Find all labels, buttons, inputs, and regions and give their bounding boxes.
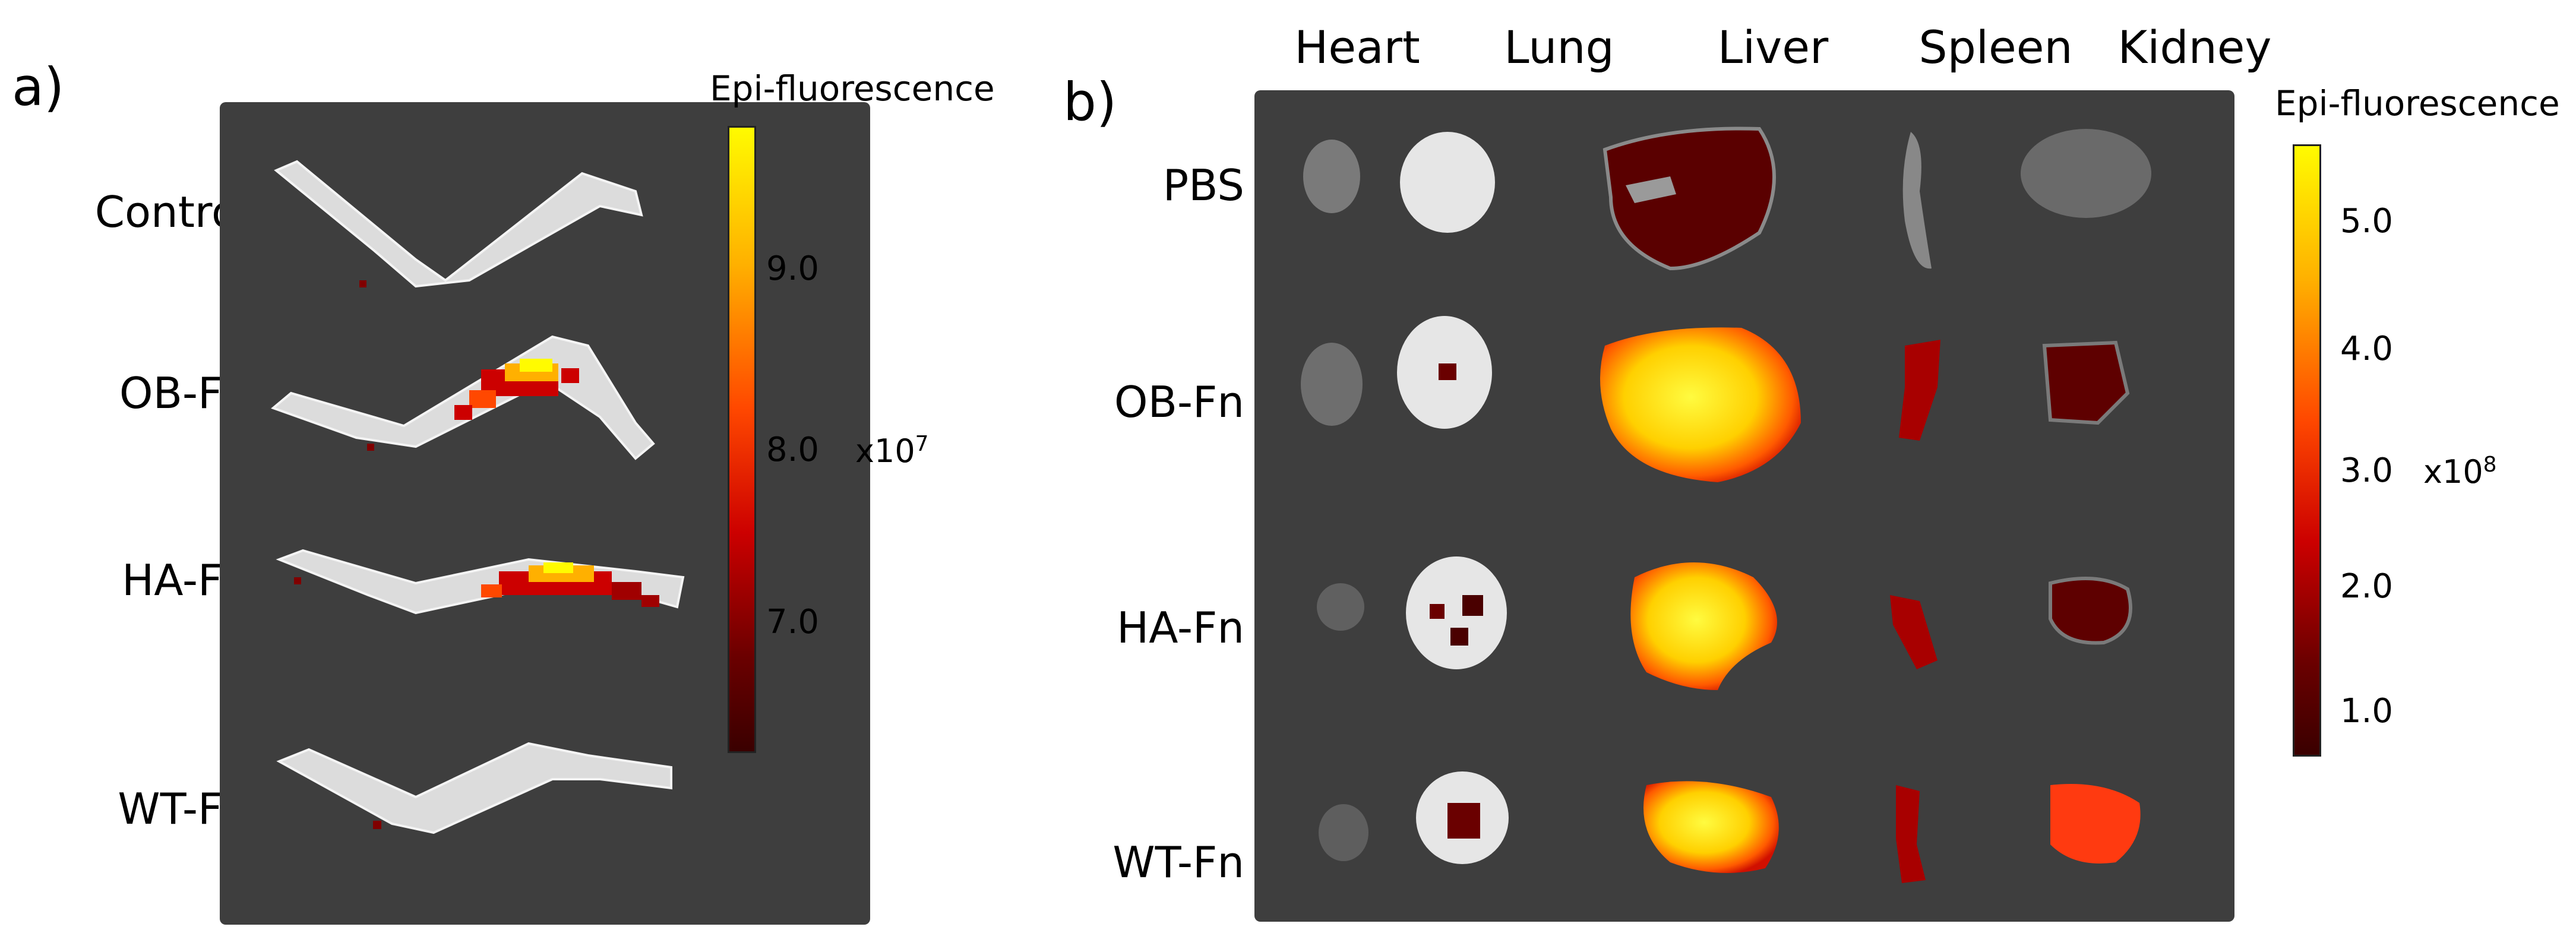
organ-row-ob-fn	[1301, 316, 2130, 482]
panel-a-colorbar-tick-7: 7.0	[766, 603, 820, 641]
panel-a-row-label-ha-fn: HA-Fn	[122, 555, 249, 605]
panel-a-fluorescence-image	[220, 102, 870, 925]
panel-b-fluorescence-image	[1254, 90, 2234, 922]
panel-a-row-label-wt-fn: WT-Fn	[118, 784, 249, 834]
panel-b-letter: b)	[1063, 71, 1117, 132]
panel-b-column-label-spleen: Spleen	[1918, 21, 2073, 74]
panel-a-row-label-ob-fn: OB-Fn	[119, 368, 249, 418]
bone-specimen-ha-fn	[276, 549, 685, 615]
panel-b-row-label-ob-fn: OB-Fn	[1114, 377, 1244, 427]
panel-a-colorbar-tick-8: 8.0	[766, 431, 820, 469]
panel-a-colorbar	[728, 126, 756, 753]
panel-b-row-label-ha-fn: HA-Fn	[1117, 603, 1244, 653]
panel-b-colorbar-tick-1: 1.0	[2340, 692, 2394, 730]
panel-b-colorbar-title: Epi-fluorescence	[2275, 83, 2560, 124]
panel-b-row-label-pbs: PBS	[1162, 160, 1244, 210]
panel-b-row-label-wt-fn: WT-Fn	[1112, 837, 1244, 887]
panel-a-colorbar-title: Epi-fluorescence	[710, 68, 995, 109]
panel-b-colorbar-tick-2: 2.0	[2340, 567, 2394, 606]
organ-row-wt-fn	[1319, 771, 2141, 883]
panel-a-row-label-control: Control	[94, 187, 249, 237]
panel-b-colorbar-tick-3: 3.0	[2340, 451, 2394, 490]
panel-a-letter: a)	[12, 56, 65, 118]
organ-row-ha-fn	[1317, 556, 2132, 690]
panel-b-colorbar-tick-5: 5.0	[2340, 202, 2394, 241]
panel-b-column-label-heart: Heart	[1294, 21, 1420, 74]
panel-b-column-label-lung: Lung	[1504, 21, 1614, 74]
panel-a-colorbar-tick-9: 9.0	[766, 249, 820, 288]
panel-b-colorbar-unit: x108	[2423, 453, 2497, 491]
panel-b-column-label-kidney: Kidney	[2117, 21, 2272, 74]
bone-specimen-ob-fn	[271, 335, 655, 460]
bone-specimen-control	[274, 160, 643, 288]
fluorescence-signal-ha-fn	[481, 562, 659, 607]
panel-b-colorbar-tick-4: 4.0	[2340, 330, 2394, 368]
organ-row-pbs	[1303, 126, 2151, 271]
panel-b-column-label-liver: Liver	[1717, 21, 1829, 74]
fluorescence-signal-ob-fn	[454, 359, 579, 420]
panel-b-colorbar	[2293, 144, 2321, 757]
panel-a-colorbar-unit: x107	[855, 432, 929, 470]
bone-specimen-wt-fn	[276, 742, 672, 834]
